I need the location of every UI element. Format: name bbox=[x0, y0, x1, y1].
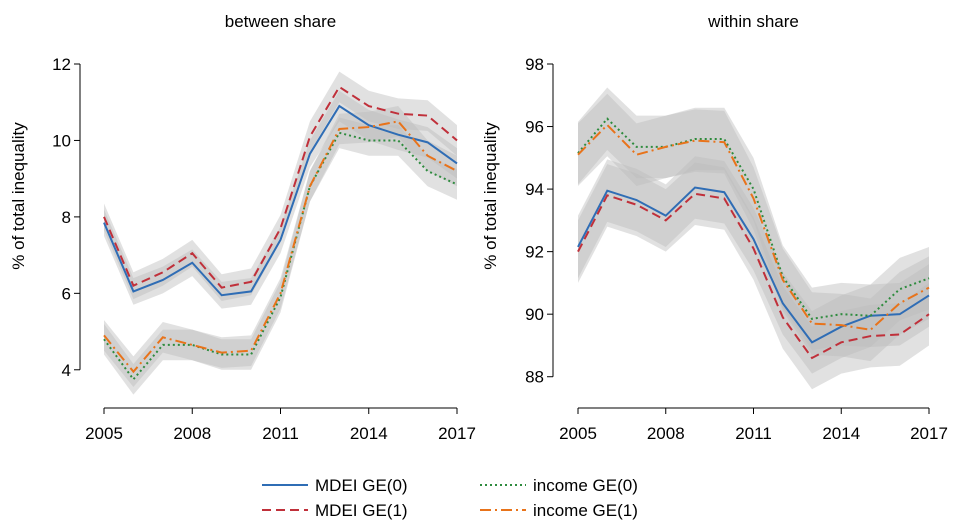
series-line bbox=[103, 85, 458, 289]
confidence-band bbox=[104, 71, 457, 301]
chart-title: within share bbox=[707, 12, 799, 31]
confidence-band bbox=[578, 87, 929, 351]
x-tick-label: 2014 bbox=[822, 424, 860, 443]
chart-title: between share bbox=[225, 12, 337, 31]
series-line bbox=[103, 120, 458, 374]
y-tick-label: 6 bbox=[62, 284, 71, 303]
y-tick-label: 88 bbox=[525, 368, 544, 387]
panel: within share % of total inequality 88 90 92 9… bbox=[481, 12, 948, 443]
confidence-band bbox=[104, 117, 457, 395]
y-axis-label: % of total inequality bbox=[9, 122, 28, 270]
y-tick-label: 8 bbox=[62, 208, 71, 227]
y-tick-label: 10 bbox=[52, 131, 71, 150]
x-tick-label: 2017 bbox=[438, 424, 476, 443]
legend-label: MDEI GE(1) bbox=[315, 501, 408, 520]
y-tick-label: 4 bbox=[62, 361, 71, 380]
x-tick-label: 2011 bbox=[262, 424, 299, 443]
x-tick-label: 2005 bbox=[559, 424, 597, 443]
legend-label: MDEI GE(0) bbox=[315, 476, 408, 495]
y-tick-label: 90 bbox=[525, 305, 544, 324]
panel: between share % of total inequality 4 6 8 10 1… bbox=[9, 12, 476, 443]
y-axis-label: % of total inequality bbox=[481, 122, 500, 270]
confidence-band bbox=[104, 106, 457, 387]
series-line bbox=[577, 192, 930, 360]
legend-label: income GE(0) bbox=[533, 476, 638, 495]
y-tick-label: 94 bbox=[525, 180, 544, 199]
series-line bbox=[577, 123, 930, 331]
legend: MDEI GE(0) MDEI GE(1) income GE(0) income G… bbox=[262, 476, 638, 520]
y-tick-label: 12 bbox=[52, 55, 71, 74]
x-tick-label: 2014 bbox=[350, 424, 388, 443]
y-tick-label: 98 bbox=[525, 55, 544, 74]
legend-label: income GE(1) bbox=[533, 501, 638, 520]
series-line bbox=[103, 104, 458, 297]
x-tick-label: 2017 bbox=[910, 424, 948, 443]
y-tick-label: 96 bbox=[525, 118, 544, 137]
confidence-band bbox=[578, 156, 929, 374]
series-line bbox=[103, 131, 458, 381]
confidence-band bbox=[578, 93, 929, 362]
x-tick-label: 2005 bbox=[85, 424, 123, 443]
x-tick-label: 2008 bbox=[173, 424, 211, 443]
x-tick-label: 2011 bbox=[735, 424, 772, 443]
x-tick-label: 2008 bbox=[647, 424, 685, 443]
series-line bbox=[577, 117, 930, 320]
y-tick-label: 92 bbox=[525, 243, 544, 262]
